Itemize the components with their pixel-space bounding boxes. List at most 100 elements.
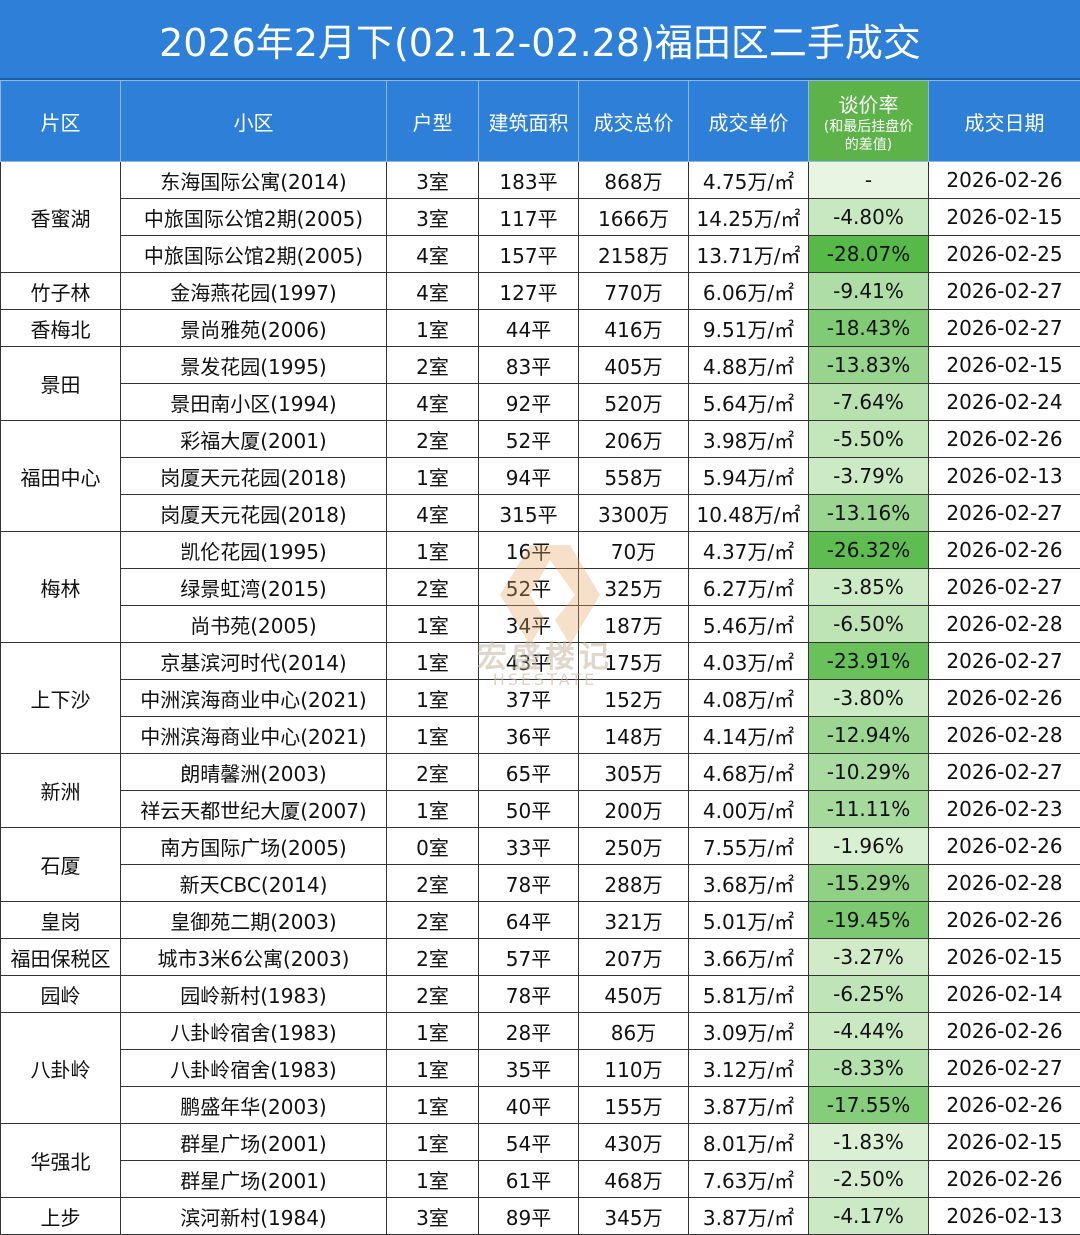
discount-cell: -15.29% [809, 865, 929, 902]
date-cell: 2026-02-25 [929, 236, 1080, 273]
layout-cell: 4室 [387, 495, 479, 532]
size-cell: 65平 [479, 754, 579, 791]
header-discount: 谈价率 (和最后挂盘价 的差值) [809, 81, 929, 162]
unit-price-cell: 9.51万/㎡ [689, 310, 809, 347]
area-cell: 新洲 [1, 754, 121, 828]
area-cell: 香蜜湖 [1, 162, 121, 273]
total-price-cell: 468万 [579, 1161, 689, 1198]
area-cell: 香梅北 [1, 310, 121, 347]
unit-price-cell: 3.87万/㎡ [689, 1198, 809, 1235]
discount-cell: -1.83% [809, 1124, 929, 1161]
community-cell: 城市3米6公寓(2003) [121, 939, 387, 976]
community-cell: 滨河新村(1984) [121, 1198, 387, 1235]
community-cell: 金海燕花园(1997) [121, 273, 387, 310]
unit-price-cell: 6.06万/㎡ [689, 273, 809, 310]
unit-price-cell: 3.09万/㎡ [689, 1013, 809, 1050]
total-price-cell: 1666万 [579, 199, 689, 236]
date-cell: 2026-02-13 [929, 458, 1080, 495]
unit-price-cell: 4.14万/㎡ [689, 717, 809, 754]
layout-cell: 4室 [387, 384, 479, 421]
header-community: 小区 [121, 81, 387, 162]
unit-price-cell: 10.48万/㎡ [689, 495, 809, 532]
discount-cell: -19.45% [809, 902, 929, 939]
unit-price-cell: 8.01万/㎡ [689, 1124, 809, 1161]
total-price-cell: 2158万 [579, 236, 689, 273]
community-cell: 东海国际公寓(2014) [121, 162, 387, 199]
watermark-brand-en: HSESTATE [445, 670, 645, 689]
layout-cell: 1室 [387, 1161, 479, 1198]
size-cell: 52平 [479, 569, 579, 606]
date-cell: 2026-02-27 [929, 643, 1080, 680]
area-cell: 景田 [1, 347, 121, 421]
unit-price-cell: 3.98万/㎡ [689, 421, 809, 458]
size-cell: 50平 [479, 791, 579, 828]
size-cell: 52平 [479, 421, 579, 458]
header-discount-note-2: 的差值) [809, 136, 928, 154]
size-cell: 33平 [479, 828, 579, 865]
discount-cell: -18.43% [809, 310, 929, 347]
area-cell: 上下沙 [1, 643, 121, 754]
community-cell: 中洲滨海商业中心(2021) [121, 717, 387, 754]
date-cell: 2026-02-28 [929, 865, 1080, 902]
date-cell: 2026-02-27 [929, 754, 1080, 791]
total-price-cell: 206万 [579, 421, 689, 458]
community-cell: 中旅国际公馆2期(2005) [121, 199, 387, 236]
discount-cell: - [809, 162, 929, 199]
community-cell: 彩福大厦(2001) [121, 421, 387, 458]
unit-price-cell: 5.46万/㎡ [689, 606, 809, 643]
size-cell: 35平 [479, 1050, 579, 1087]
total-price-cell: 325万 [579, 569, 689, 606]
size-cell: 94平 [479, 458, 579, 495]
layout-cell: 2室 [387, 421, 479, 458]
community-cell: 京基滨河时代(2014) [121, 643, 387, 680]
area-cell: 竹子林 [1, 273, 121, 310]
community-cell: 八卦岭宿舍(1983) [121, 1050, 387, 1087]
unit-price-cell: 5.01万/㎡ [689, 902, 809, 939]
layout-cell: 4室 [387, 273, 479, 310]
layout-cell: 1室 [387, 1124, 479, 1161]
size-cell: 83平 [479, 347, 579, 384]
total-price-cell: 558万 [579, 458, 689, 495]
community-cell: 岗厦天元花园(2018) [121, 458, 387, 495]
header-unit-price: 成交单价 [689, 81, 809, 162]
discount-cell: -2.50% [809, 1161, 929, 1198]
date-cell: 2026-02-27 [929, 1050, 1080, 1087]
unit-price-cell: 3.12万/㎡ [689, 1050, 809, 1087]
unit-price-cell: 5.64万/㎡ [689, 384, 809, 421]
discount-cell: -1.96% [809, 828, 929, 865]
size-cell: 92平 [479, 384, 579, 421]
date-cell: 2026-02-28 [929, 606, 1080, 643]
total-price-cell: 148万 [579, 717, 689, 754]
discount-cell: -6.25% [809, 976, 929, 1013]
unit-price-cell: 6.27万/㎡ [689, 569, 809, 606]
discount-cell: -13.83% [809, 347, 929, 384]
size-cell: 315平 [479, 495, 579, 532]
layout-cell: 3室 [387, 199, 479, 236]
date-cell: 2026-02-26 [929, 1013, 1080, 1050]
discount-cell: -4.17% [809, 1198, 929, 1235]
area-cell: 福田中心 [1, 421, 121, 532]
header-discount-label: 谈价率 [839, 93, 899, 117]
size-cell: 44平 [479, 310, 579, 347]
community-cell: 群星广场(2001) [121, 1124, 387, 1161]
community-cell: 朗晴馨洲(2003) [121, 754, 387, 791]
community-cell: 岗厦天元花园(2018) [121, 495, 387, 532]
date-cell: 2026-02-26 [929, 421, 1080, 458]
discount-cell: -6.50% [809, 606, 929, 643]
page-title: 2026年2月下(02.12-02.28)福田区二手成交 [0, 0, 1080, 80]
area-cell: 梅林 [1, 532, 121, 643]
unit-price-cell: 3.66万/㎡ [689, 939, 809, 976]
layout-cell: 2室 [387, 976, 479, 1013]
discount-cell: -3.79% [809, 458, 929, 495]
unit-price-cell: 4.08万/㎡ [689, 680, 809, 717]
community-cell: 新天CBC(2014) [121, 865, 387, 902]
